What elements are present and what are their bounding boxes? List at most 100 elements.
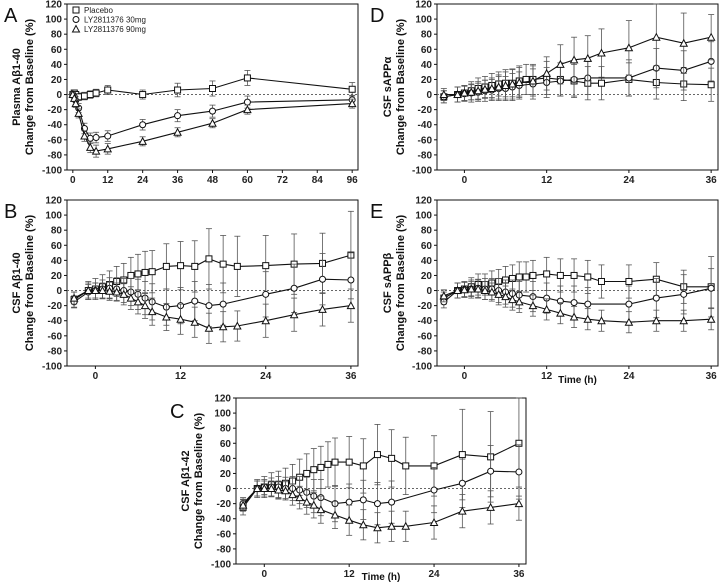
y-axis-label-units: Change from Baseline (%) [24, 19, 36, 156]
x-tick-label: 0 [462, 371, 468, 382]
data-point [430, 486, 438, 494]
x-tick-label: 36 [706, 371, 718, 382]
data-point [208, 118, 217, 127]
data-point [707, 81, 715, 89]
series-triangle [68, 89, 357, 158]
y-tick-label: 40 [421, 256, 433, 267]
data-point [318, 304, 327, 313]
panel-e: E -100 -80 -60 -40 -20 0 20 40 60 80 100 120 0 12 24 36 C… [370, 196, 719, 386]
data-point [522, 273, 530, 281]
data-point [486, 502, 495, 511]
legend-label: LY2811376 30mg [84, 16, 146, 25]
x-tick-label: 36 [513, 569, 525, 580]
data-point [439, 89, 449, 99]
y-axis-label: CSF Aβ1-42 [180, 450, 192, 511]
data-point [344, 515, 354, 524]
series-triangle [439, 279, 716, 334]
data-point [651, 32, 661, 41]
x-tick-label: 24 [137, 175, 149, 186]
data-point [514, 77, 524, 86]
y-tick-label: 20 [421, 75, 433, 86]
data-point [139, 121, 147, 129]
data-point [514, 499, 524, 508]
data-point [316, 505, 326, 514]
data-point [466, 87, 476, 96]
data-point [528, 301, 538, 310]
y-tick-label: 0 [56, 90, 62, 101]
data-point [174, 86, 182, 94]
data-point [429, 517, 439, 526]
data-point [105, 286, 114, 295]
data-point [98, 285, 107, 295]
data-point [219, 300, 227, 308]
data-point [259, 483, 269, 493]
plot-frame [235, 397, 527, 565]
y-tick-label: -80 [217, 544, 232, 555]
data-point [243, 74, 251, 82]
data-point [487, 83, 497, 93]
data-point [480, 84, 490, 93]
data-point [529, 271, 537, 279]
y-tick-label: -100 [42, 362, 62, 373]
data-point [679, 38, 689, 47]
y-tick-label: 80 [51, 30, 63, 41]
data-point [86, 134, 94, 142]
y-axis-label-units: Change from Baseline (%) [24, 215, 36, 352]
y-tick-label: -40 [48, 120, 63, 131]
x-tick-label: 0 [70, 175, 76, 186]
data-point [92, 89, 100, 97]
x-tick-label: 12 [541, 371, 553, 382]
y-tick-label: -100 [42, 166, 62, 177]
data-point [569, 55, 579, 64]
data-point [494, 289, 504, 298]
panel-c: C -100 -80 -60 -40 -20 0 20 40 60 80 100 120 0 12 24 36 C… [170, 394, 527, 583]
data-point [460, 88, 469, 97]
data-point [139, 91, 147, 99]
data-point [487, 467, 495, 475]
y-tick-label: 0 [225, 484, 231, 495]
data-point [625, 300, 633, 308]
data-point [209, 85, 216, 93]
data-point [706, 32, 716, 41]
data-point [205, 255, 213, 263]
data-point [127, 271, 135, 279]
data-point [290, 284, 298, 292]
y-tick-label: -60 [418, 135, 433, 146]
data-point [104, 132, 112, 140]
data-point [583, 314, 593, 323]
y-tick-label: 40 [51, 256, 63, 267]
data-point [92, 134, 100, 142]
y-tick-label: 80 [421, 226, 433, 237]
x-tick-label: 0 [462, 175, 468, 186]
data-point [103, 144, 113, 153]
data-point [522, 75, 530, 83]
plot-frame [66, 199, 359, 367]
data-point [347, 99, 357, 108]
data-point [473, 86, 483, 95]
y-tick-label: 0 [56, 286, 62, 297]
data-point [219, 260, 227, 268]
data-point [597, 79, 605, 87]
data-point [706, 314, 716, 323]
data-point [233, 262, 241, 270]
data-point [583, 53, 593, 62]
data-point [238, 500, 248, 509]
x-tick-label: 12 [541, 175, 553, 186]
data-point [501, 80, 510, 89]
y-tick-label: -20 [217, 499, 232, 510]
data-point [209, 107, 216, 115]
data-point [453, 89, 462, 99]
data-point [625, 74, 633, 82]
y-tick-label: 20 [421, 271, 433, 282]
data-point [303, 469, 311, 477]
data-point [584, 273, 592, 281]
series-triangle [439, 3, 716, 103]
data-point [515, 273, 523, 281]
y-tick-label: 60 [421, 45, 433, 56]
data-point [74, 108, 83, 117]
y-tick-label: 120 [415, 0, 432, 11]
y-tick-label: -60 [48, 331, 63, 342]
y-tick-label: -100 [412, 362, 432, 373]
y-tick-label: 80 [421, 30, 433, 41]
y-tick-label: -60 [418, 331, 433, 342]
